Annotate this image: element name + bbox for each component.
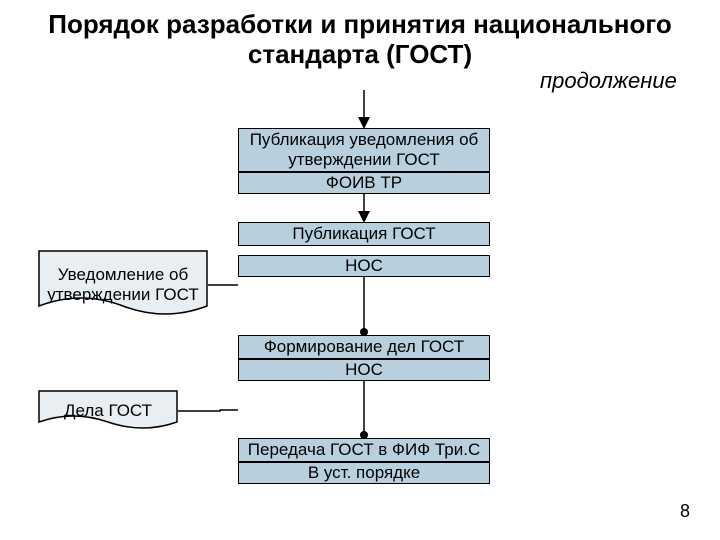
box-b2a: Публикация ГОСТ	[238, 222, 490, 246]
box-b3b: НОС	[238, 359, 490, 381]
note-n2: Дела ГОСТ	[38, 390, 178, 432]
note-n1: Уведомление об утверждении ГОСТ	[38, 250, 208, 320]
box-b4a: Передача ГОСТ в ФИФ Три.С	[238, 438, 490, 462]
note-n2-text: Дела ГОСТ	[58, 397, 158, 425]
subtitle: продолжение	[540, 68, 677, 94]
page-number: 8	[680, 501, 690, 522]
box-b4b: В уст. порядке	[238, 462, 490, 484]
box-b1b: ФОИВ ТР	[238, 172, 490, 194]
box-b2b: НОС	[238, 255, 490, 277]
box-b1a: Публикация уведомления об утверждении ГО…	[238, 128, 490, 172]
note-n1-text: Уведомление об утверждении ГОСТ	[38, 261, 208, 310]
page-title: Порядок разработки и принятия национальн…	[0, 10, 720, 70]
box-b3a: Формирование дел ГОСТ	[238, 335, 490, 359]
